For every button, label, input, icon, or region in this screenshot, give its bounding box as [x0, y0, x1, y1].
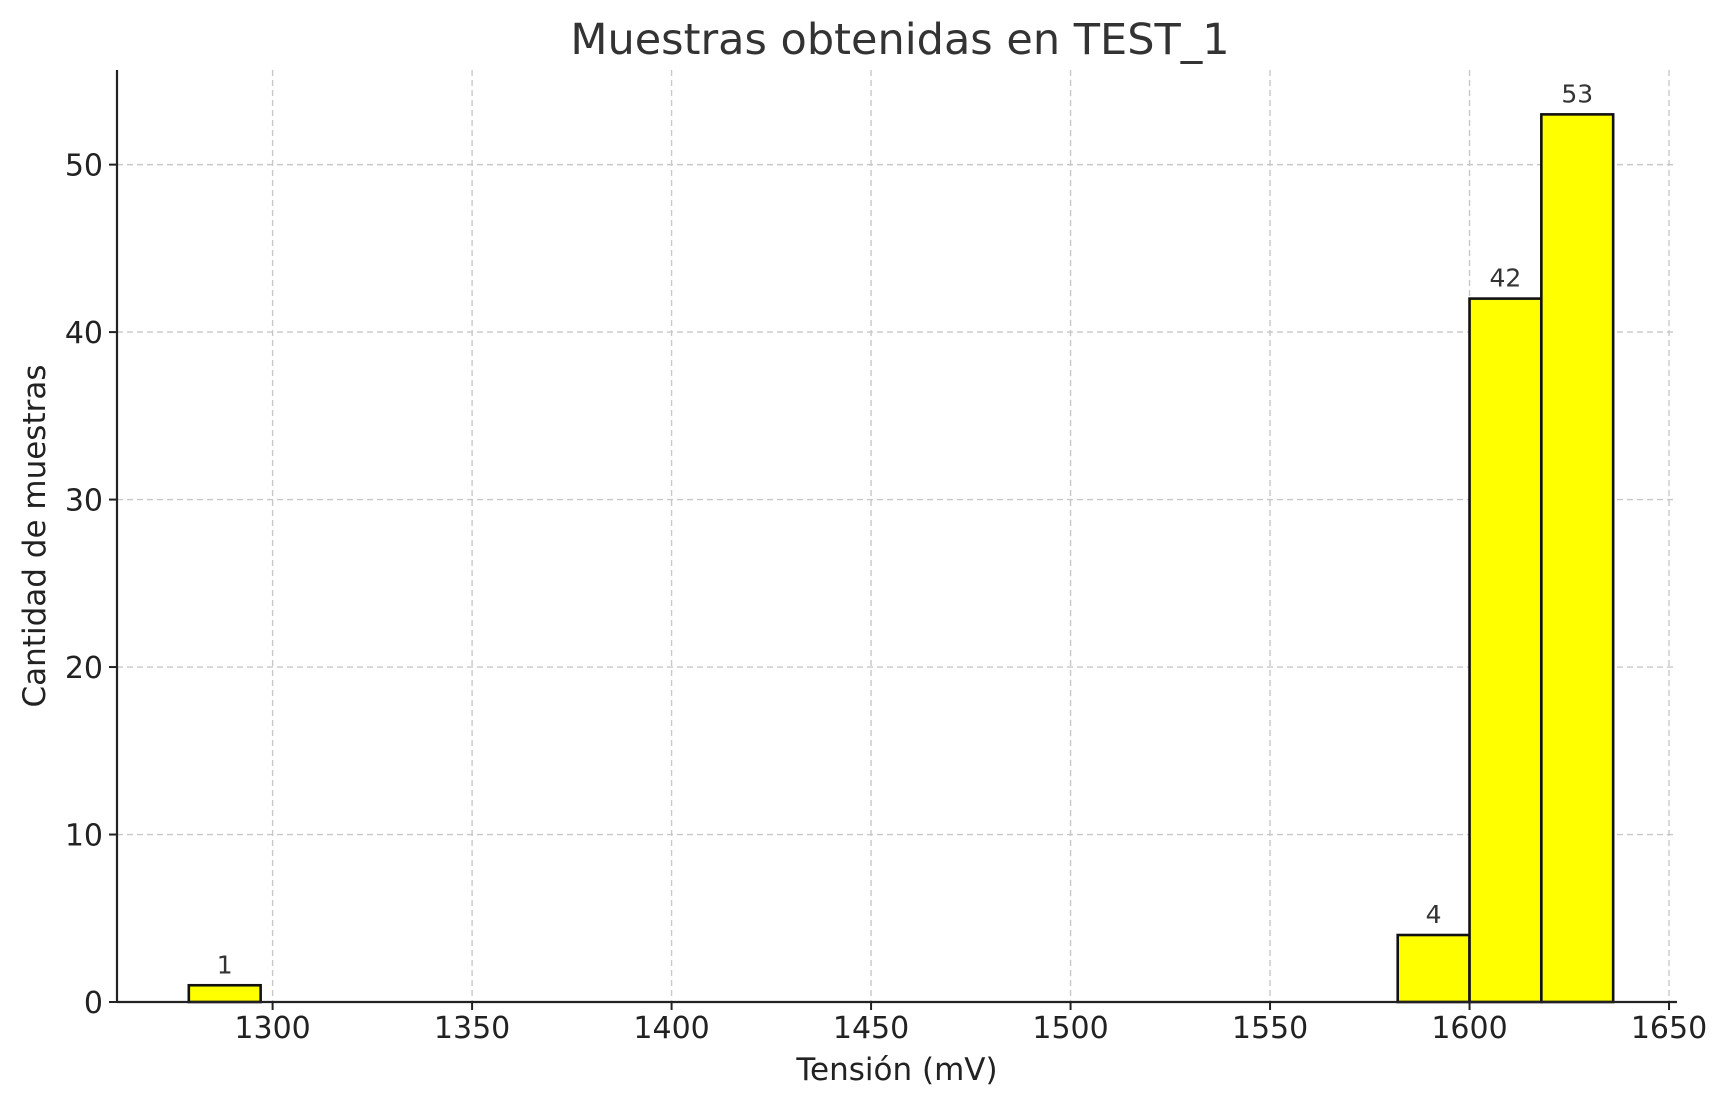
- bar-value-label-0: 1: [217, 950, 233, 979]
- x-tick-label-1650: 1650: [1631, 1011, 1707, 1046]
- y-axis-label: Cantidad de muestras: [17, 365, 53, 708]
- x-tick-label-1600: 1600: [1431, 1011, 1507, 1046]
- axes: 1300 1350 1400 1450 1500 1550 1600 165001020304…: [65, 70, 1707, 1046]
- y-tick-label-20: 20: [65, 651, 103, 686]
- x-axis-label: Tensión (mV): [795, 1052, 997, 1088]
- y-tick-label-0: 0: [84, 986, 103, 1021]
- bars: [187, 113, 1615, 1004]
- bar-labels: 1 4 42 53: [217, 79, 1593, 979]
- y-tick-label-30: 30: [65, 484, 103, 519]
- bar-value-label-3: 53: [1561, 79, 1593, 108]
- bar-value-label-1: 4: [1426, 900, 1442, 929]
- histogram-bar-3: [1540, 113, 1615, 1004]
- chart-title: Muestras obtenidas en TEST_1: [570, 15, 1229, 65]
- y-tick-label-50: 50: [65, 149, 103, 184]
- x-tick-label-1300: 1300: [234, 1011, 310, 1046]
- x-tick-label-1400: 1400: [633, 1011, 709, 1046]
- bar-value-label-2: 42: [1490, 264, 1522, 293]
- histogram-bar-1: [1396, 933, 1471, 1004]
- y-tick-label-10: 10: [65, 819, 103, 854]
- histogram-bar-2: [1468, 297, 1543, 1004]
- x-tick-label-1550: 1550: [1232, 1011, 1308, 1046]
- histogram-bar-0: [187, 983, 262, 1004]
- grid: [117, 70, 1677, 1002]
- y-tick-label-40: 40: [65, 316, 103, 351]
- x-tick-label-1350: 1350: [434, 1011, 510, 1046]
- x-tick-label-1500: 1500: [1032, 1011, 1108, 1046]
- x-tick-label-1450: 1450: [833, 1011, 909, 1046]
